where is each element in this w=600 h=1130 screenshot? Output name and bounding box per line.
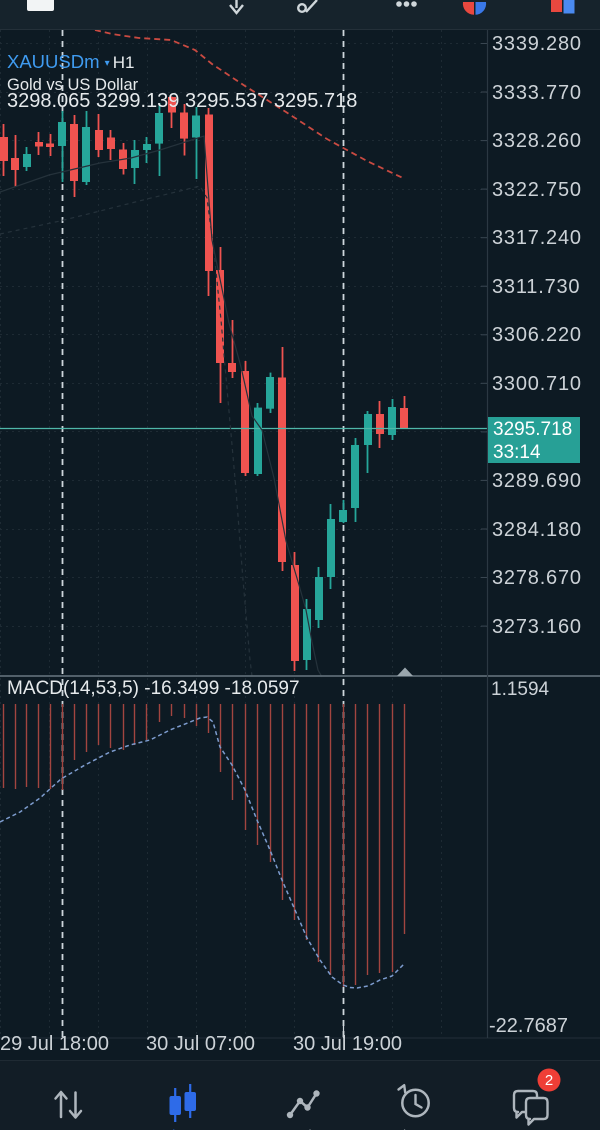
svg-text:2: 2: [545, 1072, 553, 1089]
